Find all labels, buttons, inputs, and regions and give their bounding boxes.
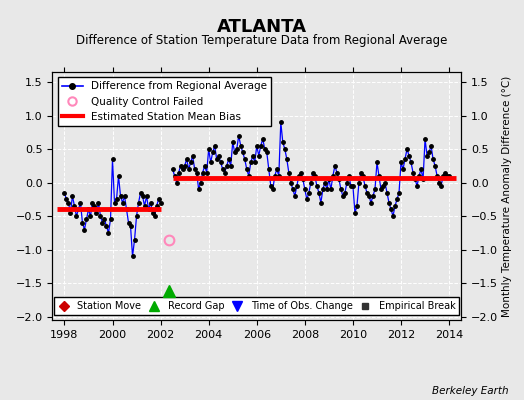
- Y-axis label: Monthly Temperature Anomaly Difference (°C): Monthly Temperature Anomaly Difference (…: [502, 75, 512, 317]
- Text: ATLANTA: ATLANTA: [217, 18, 307, 36]
- Legend: Station Move, Record Gap, Time of Obs. Change, Empirical Break: Station Move, Record Gap, Time of Obs. C…: [54, 297, 460, 315]
- Text: Difference of Station Temperature Data from Regional Average: Difference of Station Temperature Data f…: [77, 34, 447, 47]
- Text: Berkeley Earth: Berkeley Earth: [432, 386, 508, 396]
